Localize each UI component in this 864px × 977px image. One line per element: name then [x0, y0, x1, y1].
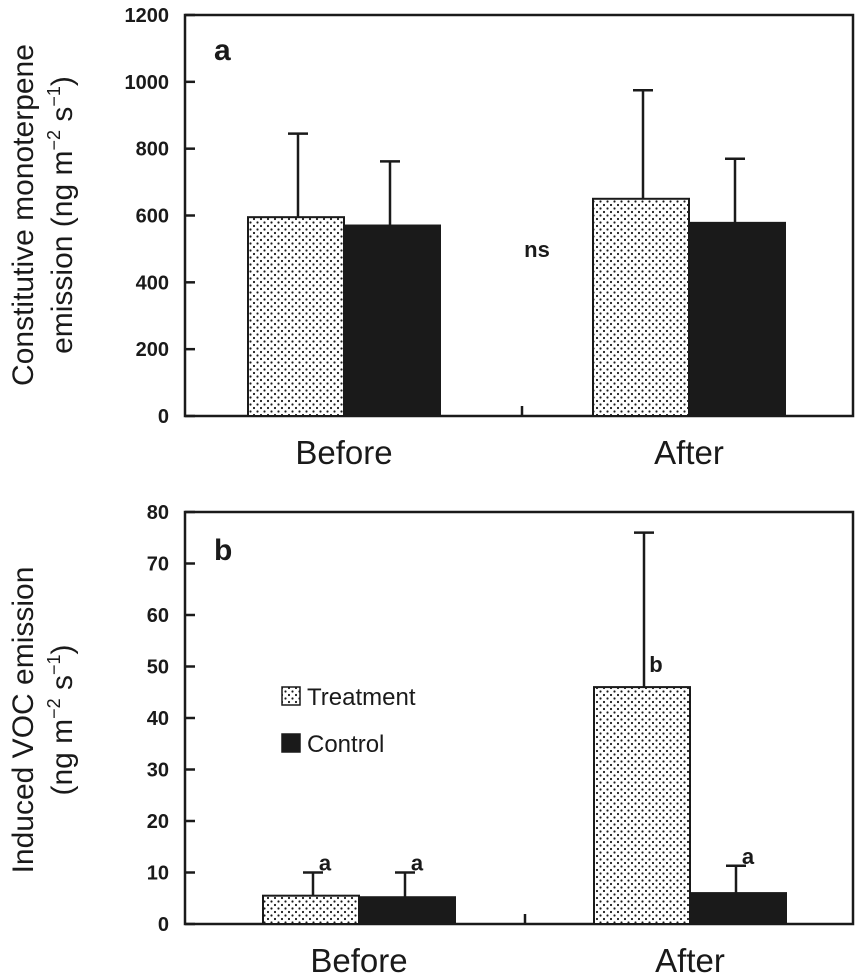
- panel-a-ylabel: Constitutive monoterpene: [7, 44, 40, 386]
- panel-b-significance-letter: a: [742, 844, 755, 869]
- panel-b-y-tick-label: 0: [158, 914, 169, 936]
- panel-b-bar-control-before: [358, 896, 456, 925]
- legend-label-treatment: Treatment: [307, 684, 416, 711]
- panel-b-significance-letter: b: [649, 652, 662, 677]
- panel-b-y-tick-label: 30: [147, 760, 169, 782]
- panel-a-y-tick-label: 600: [136, 206, 169, 228]
- panel-b-y-axis: 0 10 20 30 40 50 60 70 80: [147, 502, 195, 936]
- panel-a: 0 200 400 600 800 1000 1200 Before After a ns C…: [7, 5, 855, 471]
- panel-a-y-tick-label: 800: [136, 139, 169, 161]
- panel-b: 0 10 20 30 40 50 60 70 80 a b a a Before After b Ind…: [7, 502, 855, 977]
- panel-b-y-tick-label: 40: [147, 708, 169, 730]
- panel-a-bar-treatment-before: [247, 216, 345, 417]
- panel-b-ylabel-unit: (ng m−2 s−1): [44, 644, 79, 795]
- panel-b-bars: a b a a: [262, 531, 787, 925]
- panel-b-significance-letter: a: [319, 851, 332, 876]
- panel-a-y-tick-label: 1200: [125, 5, 170, 27]
- solid-square-icon: [281, 733, 301, 753]
- panel-b-letter: b: [214, 534, 232, 567]
- panel-b-category-label: Before: [310, 942, 407, 977]
- panel-a-y-tick-label: 400: [136, 272, 169, 294]
- panel-a-annotation-ns: ns: [524, 237, 550, 262]
- dotted-square-icon: [281, 686, 301, 706]
- panel-a-category-label: Before: [295, 434, 392, 471]
- panel-a-ylabel-unit: emission (ng m−2 s−1): [44, 76, 79, 354]
- panel-b-y-tick-label: 70: [147, 554, 169, 576]
- panel-a-bar-treatment-after: [592, 197, 690, 417]
- panel-a-y-tick-label: 200: [136, 339, 169, 361]
- panel-b-category-label: After: [655, 942, 725, 977]
- panel-b-bar-treatment-after: [593, 686, 691, 925]
- panel-a-y-tick-label: 0: [158, 406, 169, 428]
- panel-a-bar-control-before: [343, 224, 441, 417]
- panel-a-x-axis: Before After: [295, 406, 724, 471]
- legend-label-control: Control: [307, 731, 384, 758]
- panel-b-x-axis: Before After: [310, 914, 725, 977]
- panel-b-y-tick-label: 80: [147, 502, 169, 524]
- panel-b-y-tick-label: 10: [147, 863, 169, 885]
- panel-b-y-tick-label: 20: [147, 811, 169, 833]
- legend: Treatment Control: [281, 684, 416, 758]
- panel-b-y-tick-label: 60: [147, 605, 169, 627]
- panel-a-y-tick-label: 1000: [125, 72, 170, 94]
- panel-b-bar-control-after: [689, 892, 787, 925]
- panel-a-category-label: After: [654, 434, 724, 471]
- panel-a-y-axis: 0 200 400 600 800 1000 1200: [125, 5, 195, 428]
- panel-b-significance-letter: a: [411, 851, 424, 876]
- panel-b-ylabel: Induced VOC emission: [7, 567, 40, 874]
- panel-a-bars: [247, 88, 786, 417]
- panel-b-bar-treatment-before: [262, 894, 360, 925]
- panel-a-letter: a: [214, 34, 231, 67]
- panel-a-bar-control-after: [688, 221, 786, 417]
- panel-b-y-tick-label: 50: [147, 657, 169, 679]
